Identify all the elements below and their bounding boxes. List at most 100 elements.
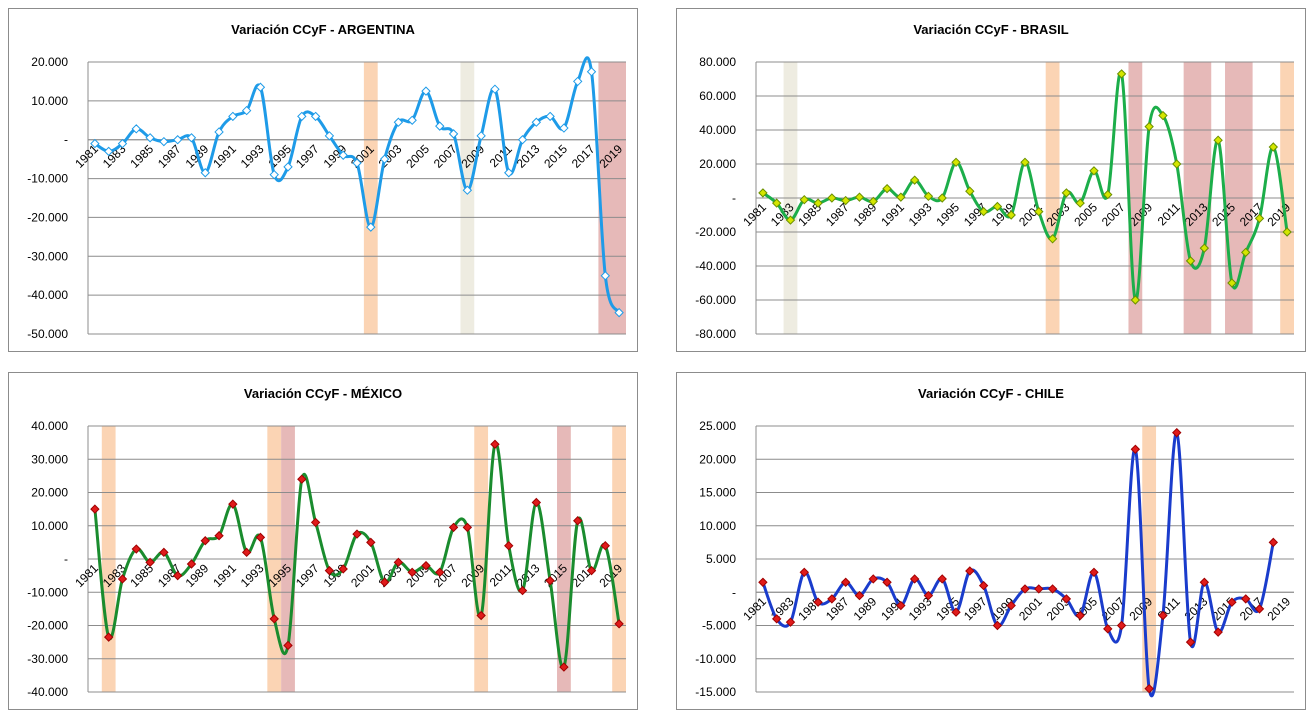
data-marker — [840, 195, 851, 206]
data-marker — [352, 158, 362, 168]
data-marker — [269, 614, 279, 624]
data-marker — [1047, 234, 1058, 244]
y-tick-label: - — [64, 552, 68, 566]
data-marker — [882, 183, 892, 194]
data-marker — [1241, 594, 1251, 604]
data-marker — [978, 206, 989, 217]
y-tick-label: -40.000 — [695, 259, 736, 273]
data-marker — [1034, 206, 1044, 217]
y-tick-label: -5.000 — [702, 619, 736, 633]
data-marker — [1254, 604, 1265, 614]
data-marker — [297, 474, 307, 484]
y-tick-label: -10.000 — [695, 652, 736, 666]
data-marker — [923, 590, 934, 601]
data-marker — [868, 196, 878, 207]
data-marker — [1006, 600, 1016, 611]
panel-border — [676, 372, 1306, 710]
data-marker — [476, 131, 486, 141]
data-marker — [103, 632, 114, 642]
data-marker — [1075, 198, 1085, 208]
data-marker — [586, 67, 597, 77]
data-marker — [771, 614, 782, 624]
y-tick-label: 30.000 — [31, 452, 68, 466]
panel-border — [8, 8, 638, 352]
data-marker — [1130, 295, 1141, 305]
data-marker — [393, 117, 404, 127]
y-tick-label: 40.000 — [699, 123, 736, 137]
data-marker — [1020, 157, 1030, 168]
data-marker — [117, 574, 128, 584]
data-marker — [172, 135, 183, 145]
data-marker — [600, 271, 611, 281]
data-marker — [827, 594, 837, 604]
chart-panel: Variación CCyF - CHILE-15.000-10.000-5.0… — [676, 372, 1306, 710]
data-marker — [462, 522, 473, 533]
data-marker — [1158, 610, 1168, 621]
data-marker — [476, 610, 486, 621]
data-marker — [214, 127, 224, 137]
y-tick-label: 20.000 — [31, 486, 68, 500]
data-marker — [145, 133, 155, 143]
data-marker — [448, 129, 459, 139]
data-marker — [462, 185, 473, 195]
data-marker — [965, 186, 975, 196]
data-marker — [324, 565, 335, 576]
data-marker — [186, 559, 197, 569]
data-marker — [1158, 110, 1168, 121]
data-marker — [90, 138, 100, 149]
y-tick-label: -30.000 — [27, 652, 68, 666]
y-tick-label: -50.000 — [27, 327, 68, 341]
data-marker — [214, 531, 224, 541]
data-marker — [1103, 624, 1113, 634]
data-marker — [937, 193, 947, 203]
data-marker — [517, 135, 528, 145]
y-tick-label: -10.000 — [27, 172, 68, 186]
data-marker — [813, 597, 823, 607]
data-marker — [882, 577, 892, 587]
data-marker — [90, 504, 100, 514]
data-marker — [1116, 620, 1127, 631]
y-tick-label: -20.000 — [27, 210, 68, 224]
data-marker — [951, 607, 961, 617]
chart-panel: Variación CCyF - BRASIL-80.000-60.000-40… — [676, 8, 1306, 352]
data-marker — [771, 198, 782, 208]
data-marker — [117, 138, 128, 149]
y-tick-label: -80.000 — [695, 327, 736, 341]
data-marker — [799, 567, 809, 578]
data-marker — [269, 169, 279, 180]
data-marker — [1185, 256, 1196, 266]
data-marker — [923, 191, 934, 202]
y-tick-label: -30.000 — [27, 249, 68, 263]
data-marker — [131, 544, 141, 554]
data-marker — [1047, 584, 1058, 594]
data-marker — [1227, 278, 1237, 288]
y-tick-label: 10.000 — [31, 519, 68, 533]
y-tick-label: 40.000 — [31, 419, 68, 433]
data-marker — [1006, 210, 1016, 220]
data-marker — [1075, 610, 1085, 621]
data-marker — [338, 564, 348, 574]
data-marker — [1213, 135, 1223, 145]
data-marker — [297, 111, 307, 122]
chart-title: Variación CCyF - BRASIL — [913, 22, 1068, 37]
y-tick-label: -15.000 — [695, 685, 736, 699]
y-tick-label: 20.000 — [699, 452, 736, 466]
y-tick-label: 25.000 — [699, 419, 736, 433]
data-marker — [868, 574, 878, 584]
data-marker — [896, 600, 906, 611]
highlight-band — [598, 62, 626, 334]
y-tick-label: -40.000 — [27, 288, 68, 302]
data-marker — [448, 522, 459, 533]
y-tick-label: 80.000 — [699, 55, 736, 69]
data-marker — [310, 111, 321, 122]
data-marker — [573, 76, 583, 87]
data-marker — [965, 566, 975, 576]
data-marker — [255, 532, 266, 543]
data-marker — [145, 557, 155, 568]
data-marker — [1034, 584, 1044, 594]
data-marker — [813, 198, 823, 208]
data-marker — [909, 175, 920, 185]
data-marker — [559, 123, 569, 133]
data-marker — [352, 529, 362, 539]
